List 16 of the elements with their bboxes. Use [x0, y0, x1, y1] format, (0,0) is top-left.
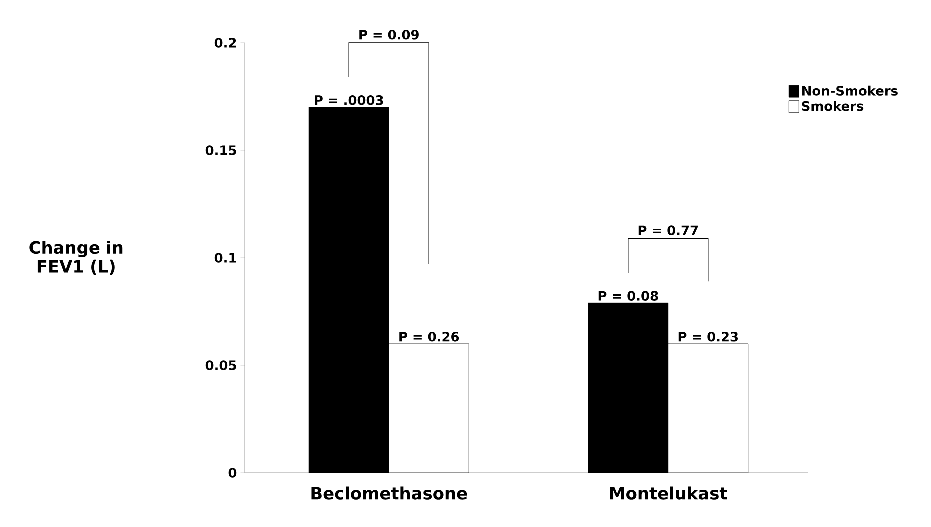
- y-tick-label: 0.1: [214, 253, 236, 263]
- y-tick-label: 0.15: [206, 146, 236, 156]
- annotation: P = 0.77: [638, 226, 698, 236]
- legend-label: Smokers: [802, 101, 864, 112]
- annotation: P = 0.26: [400, 332, 460, 342]
- legend-label: Non-Smokers: [802, 86, 898, 96]
- x-tick-label: Beclomethasone: [312, 486, 468, 500]
- text: P = 0.09: [360, 30, 419, 40]
- y-axis-title: Change in FEV1 (L): [30, 240, 123, 276]
- annotation: P = 0.23: [678, 332, 738, 342]
- y-tick-label: 0: [228, 468, 237, 478]
- x-tick-label: Montelukast: [610, 486, 728, 500]
- y-tick-label: 0.05: [206, 360, 236, 370]
- y-tick-label: 0.2: [214, 38, 236, 48]
- annotation: P = 0.08: [598, 291, 658, 301]
- annotation: P = .0003: [315, 96, 384, 106]
